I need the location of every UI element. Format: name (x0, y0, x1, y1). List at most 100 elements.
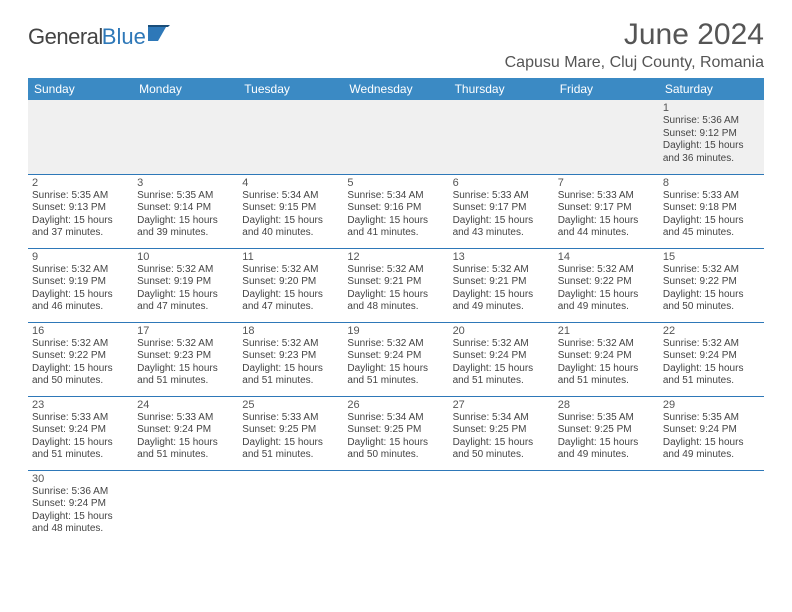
day-ss: Sunset: 9:24 PM (32, 498, 129, 511)
day-sr: Sunrise: 5:32 AM (347, 264, 444, 277)
calendar-cell: 14Sunrise: 5:32 AMSunset: 9:22 PMDayligh… (554, 248, 659, 322)
day-dl2: and 44 minutes. (558, 227, 655, 240)
weekday-header: Monday (133, 78, 238, 100)
calendar-row: 16Sunrise: 5:32 AMSunset: 9:22 PMDayligh… (28, 322, 764, 396)
day-dl2: and 46 minutes. (32, 301, 129, 314)
day-number: 29 (663, 399, 760, 411)
calendar-row: 2Sunrise: 5:35 AMSunset: 9:13 PMDaylight… (28, 174, 764, 248)
day-dl1: Daylight: 15 hours (558, 215, 655, 228)
day-dl1: Daylight: 15 hours (32, 363, 129, 376)
day-dl2: and 40 minutes. (242, 227, 339, 240)
day-number: 26 (347, 399, 444, 411)
day-ss: Sunset: 9:23 PM (137, 350, 234, 363)
day-number: 8 (663, 177, 760, 189)
day-dl1: Daylight: 15 hours (558, 289, 655, 302)
day-number: 28 (558, 399, 655, 411)
day-number: 2 (32, 177, 129, 189)
calendar-cell: 18Sunrise: 5:32 AMSunset: 9:23 PMDayligh… (238, 322, 343, 396)
day-dl1: Daylight: 15 hours (558, 363, 655, 376)
day-sr: Sunrise: 5:32 AM (453, 264, 550, 277)
day-sr: Sunrise: 5:36 AM (32, 486, 129, 499)
day-number: 30 (32, 473, 129, 485)
day-number: 24 (137, 399, 234, 411)
day-sr: Sunrise: 5:34 AM (347, 190, 444, 203)
day-dl2: and 51 minutes. (137, 449, 234, 462)
calendar-table: Sunday Monday Tuesday Wednesday Thursday… (28, 78, 764, 544)
day-sr: Sunrise: 5:35 AM (558, 412, 655, 425)
calendar-cell: 17Sunrise: 5:32 AMSunset: 9:23 PMDayligh… (133, 322, 238, 396)
day-ss: Sunset: 9:18 PM (663, 202, 760, 215)
day-ss: Sunset: 9:22 PM (558, 276, 655, 289)
title-block: June 2024 Capusu Mare, Cluj County, Roma… (505, 18, 764, 72)
day-dl1: Daylight: 15 hours (137, 215, 234, 228)
day-sr: Sunrise: 5:32 AM (32, 338, 129, 351)
calendar-row: 1Sunrise: 5:36 AMSunset: 9:12 PMDaylight… (28, 100, 764, 174)
weekday-header: Sunday (28, 78, 133, 100)
calendar-cell: 13Sunrise: 5:32 AMSunset: 9:21 PMDayligh… (449, 248, 554, 322)
day-ss: Sunset: 9:24 PM (32, 424, 129, 437)
day-sr: Sunrise: 5:32 AM (663, 338, 760, 351)
day-sr: Sunrise: 5:32 AM (347, 338, 444, 351)
day-sr: Sunrise: 5:34 AM (242, 190, 339, 203)
day-ss: Sunset: 9:16 PM (347, 202, 444, 215)
day-ss: Sunset: 9:23 PM (242, 350, 339, 363)
day-dl1: Daylight: 15 hours (663, 215, 760, 228)
day-sr: Sunrise: 5:32 AM (137, 338, 234, 351)
calendar-cell (238, 470, 343, 544)
day-sr: Sunrise: 5:33 AM (32, 412, 129, 425)
day-dl1: Daylight: 15 hours (32, 215, 129, 228)
day-dl2: and 51 minutes. (32, 449, 129, 462)
calendar-cell: 9Sunrise: 5:32 AMSunset: 9:19 PMDaylight… (28, 248, 133, 322)
day-dl1: Daylight: 15 hours (137, 363, 234, 376)
day-ss: Sunset: 9:17 PM (558, 202, 655, 215)
calendar-cell: 6Sunrise: 5:33 AMSunset: 9:17 PMDaylight… (449, 174, 554, 248)
logo: GeneralBlue (28, 24, 174, 50)
day-dl1: Daylight: 15 hours (663, 140, 760, 153)
calendar-cell (449, 470, 554, 544)
day-ss: Sunset: 9:13 PM (32, 202, 129, 215)
day-number: 27 (453, 399, 550, 411)
day-dl2: and 48 minutes. (32, 523, 129, 536)
day-number: 10 (137, 251, 234, 263)
day-dl1: Daylight: 15 hours (32, 511, 129, 524)
calendar-cell (343, 100, 448, 174)
day-number: 23 (32, 399, 129, 411)
day-dl2: and 51 minutes. (242, 375, 339, 388)
day-number: 25 (242, 399, 339, 411)
day-ss: Sunset: 9:24 PM (663, 424, 760, 437)
day-sr: Sunrise: 5:33 AM (558, 190, 655, 203)
day-ss: Sunset: 9:21 PM (347, 276, 444, 289)
day-number: 3 (137, 177, 234, 189)
day-dl1: Daylight: 15 hours (453, 215, 550, 228)
day-dl1: Daylight: 15 hours (347, 363, 444, 376)
day-number: 20 (453, 325, 550, 337)
day-ss: Sunset: 9:15 PM (242, 202, 339, 215)
day-sr: Sunrise: 5:32 AM (242, 338, 339, 351)
day-ss: Sunset: 9:25 PM (347, 424, 444, 437)
calendar-cell: 11Sunrise: 5:32 AMSunset: 9:20 PMDayligh… (238, 248, 343, 322)
day-number: 11 (242, 251, 339, 263)
calendar-body: 1Sunrise: 5:36 AMSunset: 9:12 PMDaylight… (28, 100, 764, 544)
day-dl2: and 51 minutes. (242, 449, 339, 462)
calendar-row: 30Sunrise: 5:36 AMSunset: 9:24 PMDayligh… (28, 470, 764, 544)
day-ss: Sunset: 9:25 PM (558, 424, 655, 437)
calendar-cell (554, 470, 659, 544)
day-dl2: and 51 minutes. (137, 375, 234, 388)
day-dl1: Daylight: 15 hours (347, 215, 444, 228)
calendar-cell (659, 470, 764, 544)
weekday-header: Tuesday (238, 78, 343, 100)
day-dl1: Daylight: 15 hours (242, 363, 339, 376)
day-sr: Sunrise: 5:33 AM (663, 190, 760, 203)
day-dl2: and 50 minutes. (663, 301, 760, 314)
day-dl2: and 41 minutes. (347, 227, 444, 240)
day-dl1: Daylight: 15 hours (242, 437, 339, 450)
day-number: 14 (558, 251, 655, 263)
calendar-cell (554, 100, 659, 174)
day-sr: Sunrise: 5:32 AM (558, 338, 655, 351)
weekday-header: Saturday (659, 78, 764, 100)
day-number: 9 (32, 251, 129, 263)
day-sr: Sunrise: 5:32 AM (558, 264, 655, 277)
day-ss: Sunset: 9:24 PM (453, 350, 550, 363)
day-ss: Sunset: 9:12 PM (663, 128, 760, 141)
day-ss: Sunset: 9:25 PM (453, 424, 550, 437)
